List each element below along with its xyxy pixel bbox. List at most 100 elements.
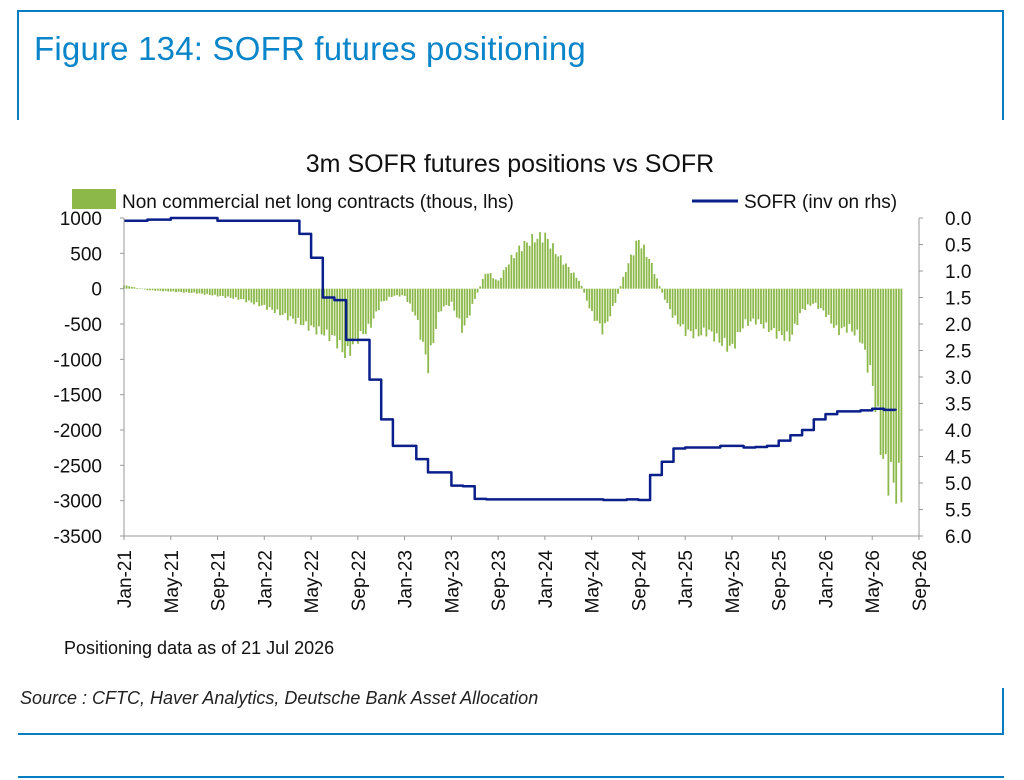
bar	[305, 288, 307, 322]
bar	[492, 278, 495, 289]
right-tick-label: 2.5	[945, 342, 971, 363]
bar	[258, 288, 261, 307]
bar	[136, 287, 138, 289]
bar	[866, 288, 869, 373]
right-tick-label: 6.0	[945, 527, 971, 548]
bar	[536, 238, 539, 289]
left-tick-label: -1500	[53, 386, 102, 407]
right-tick-label: 4.0	[945, 421, 971, 442]
bar	[359, 288, 362, 332]
bar	[871, 288, 874, 387]
bar	[234, 288, 237, 298]
bottom-rule	[18, 776, 1004, 778]
bar	[570, 272, 573, 289]
bar	[476, 288, 479, 293]
bar	[583, 288, 586, 293]
bar	[591, 288, 593, 312]
bar	[281, 288, 284, 316]
bar	[845, 288, 848, 333]
bar	[193, 288, 196, 293]
bar	[297, 288, 300, 318]
bar	[895, 288, 898, 504]
bar	[479, 286, 482, 289]
bar	[887, 288, 890, 496]
bar	[448, 288, 450, 306]
left-tick-label: -3500	[53, 527, 102, 548]
bar	[396, 288, 398, 296]
bar	[500, 277, 502, 289]
bar	[159, 288, 162, 291]
bar	[853, 288, 856, 336]
bar	[494, 279, 497, 289]
bar	[247, 288, 250, 301]
x-tick-label: May-26	[863, 550, 884, 613]
bar	[632, 255, 635, 289]
bar	[791, 288, 794, 335]
bar	[372, 288, 375, 319]
bar	[398, 288, 401, 297]
bar	[320, 288, 323, 335]
bar	[734, 288, 736, 349]
bar	[440, 288, 443, 312]
bar	[393, 288, 396, 296]
bar	[141, 288, 144, 290]
bar	[242, 288, 245, 300]
bar	[533, 242, 536, 289]
x-tick-label: Jan-23	[396, 550, 417, 608]
source-rule	[18, 733, 1004, 735]
bar	[708, 288, 710, 330]
bar	[593, 288, 596, 321]
bar	[526, 242, 528, 289]
bar	[445, 288, 448, 306]
bar	[874, 288, 877, 413]
x-tick-label: Jan-26	[816, 550, 837, 608]
bar	[331, 288, 333, 336]
bar	[383, 288, 385, 302]
bar	[773, 288, 775, 328]
bar	[338, 288, 341, 341]
left-tick-label: -2000	[53, 421, 102, 442]
bar	[780, 288, 783, 335]
bar	[640, 248, 643, 289]
x-tick-label: Sep-21	[209, 550, 230, 611]
legend-line-label: SOFR (inv on rhs)	[744, 192, 897, 213]
bar	[206, 288, 209, 294]
bar	[370, 288, 372, 328]
bar	[760, 288, 762, 325]
bar	[624, 271, 627, 289]
bar	[198, 288, 201, 294]
bar	[481, 278, 484, 289]
bar	[786, 288, 788, 332]
bar	[333, 288, 336, 336]
bar	[695, 288, 697, 330]
bar	[364, 288, 367, 334]
figure-title: Figure 134: SOFR futures positioning	[34, 30, 586, 67]
bar	[700, 288, 703, 336]
bar	[840, 288, 843, 329]
bar	[838, 288, 840, 336]
bar-series	[123, 232, 903, 504]
bar	[609, 288, 612, 317]
bar	[879, 288, 882, 456]
right-tick-label: 3.5	[945, 395, 971, 416]
bar	[819, 288, 822, 309]
bar	[562, 264, 565, 289]
bar	[429, 288, 432, 346]
bar	[552, 243, 554, 289]
bar	[877, 288, 879, 407]
sofr-line	[124, 216, 897, 502]
bar	[775, 288, 778, 339]
bar	[341, 288, 344, 353]
right-rule-top	[1002, 10, 1004, 120]
right-tick-label: 1.0	[945, 262, 971, 283]
bar	[427, 288, 430, 374]
bar	[767, 288, 770, 332]
bar	[658, 286, 661, 289]
bar	[224, 288, 227, 298]
bar	[279, 288, 281, 316]
bar	[484, 273, 487, 289]
bar	[572, 272, 575, 289]
bar	[455, 288, 458, 318]
bar	[505, 267, 508, 289]
chart-title: 3m SOFR futures positions vs SOFR	[306, 150, 714, 178]
